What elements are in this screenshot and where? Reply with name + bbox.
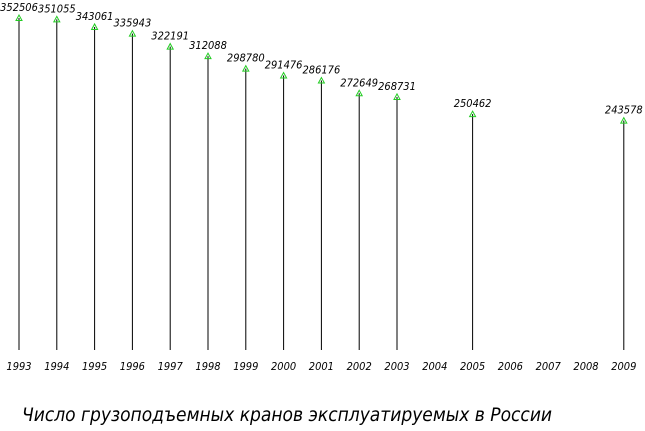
x-tick-label: 1994 — [44, 360, 69, 373]
marker — [468, 110, 477, 118]
data-label: 352506 — [0, 1, 38, 14]
x-tick-label: 2009 — [611, 360, 636, 373]
data-label: 286176 — [303, 64, 341, 77]
marker — [393, 92, 401, 100]
x-tick-label: 1997 — [158, 360, 184, 373]
data-label: 312088 — [189, 39, 227, 52]
data-label: 250462 — [454, 97, 492, 110]
x-tick-label: 2007 — [536, 360, 562, 373]
x-tick-label: 2006 — [498, 360, 523, 373]
x-tick-label: 1995 — [82, 360, 107, 373]
x-tick-label: 1996 — [120, 360, 145, 373]
data-label: 335943 — [114, 17, 152, 30]
data-label: 351055 — [38, 2, 76, 15]
data-label: 243578 — [605, 104, 643, 117]
marker — [279, 71, 288, 79]
x-tick-label: 2004 — [422, 360, 447, 373]
marker — [52, 15, 61, 23]
marker — [204, 52, 212, 60]
data-label: 298780 — [227, 52, 265, 65]
x-tick-label: 1998 — [195, 360, 220, 373]
marker — [619, 116, 628, 124]
x-tick-label: 2001 — [309, 360, 334, 373]
marker — [90, 22, 99, 30]
data-label: 322191 — [151, 30, 189, 43]
marker — [15, 14, 23, 22]
data-label: 343061 — [76, 10, 114, 23]
marker — [355, 89, 364, 97]
chart-title: Число грузоподъемных кранов эксплуатируе… — [22, 404, 552, 426]
marker — [241, 64, 250, 72]
x-tick-label: 2002 — [347, 360, 372, 373]
marker — [317, 76, 326, 84]
x-tick-label: 1993 — [6, 360, 31, 373]
marker — [166, 42, 175, 50]
marker — [128, 29, 137, 37]
x-tick-label: 2005 — [460, 360, 485, 373]
x-tick-label: 2008 — [573, 360, 598, 373]
x-tick-label: 1999 — [233, 360, 258, 373]
x-tick-label: 2003 — [384, 360, 409, 373]
data-label: 272649 — [340, 76, 378, 89]
x-tick-label: 2000 — [271, 360, 296, 373]
data-label: 291476 — [265, 59, 303, 72]
data-label: 268731 — [378, 80, 416, 93]
